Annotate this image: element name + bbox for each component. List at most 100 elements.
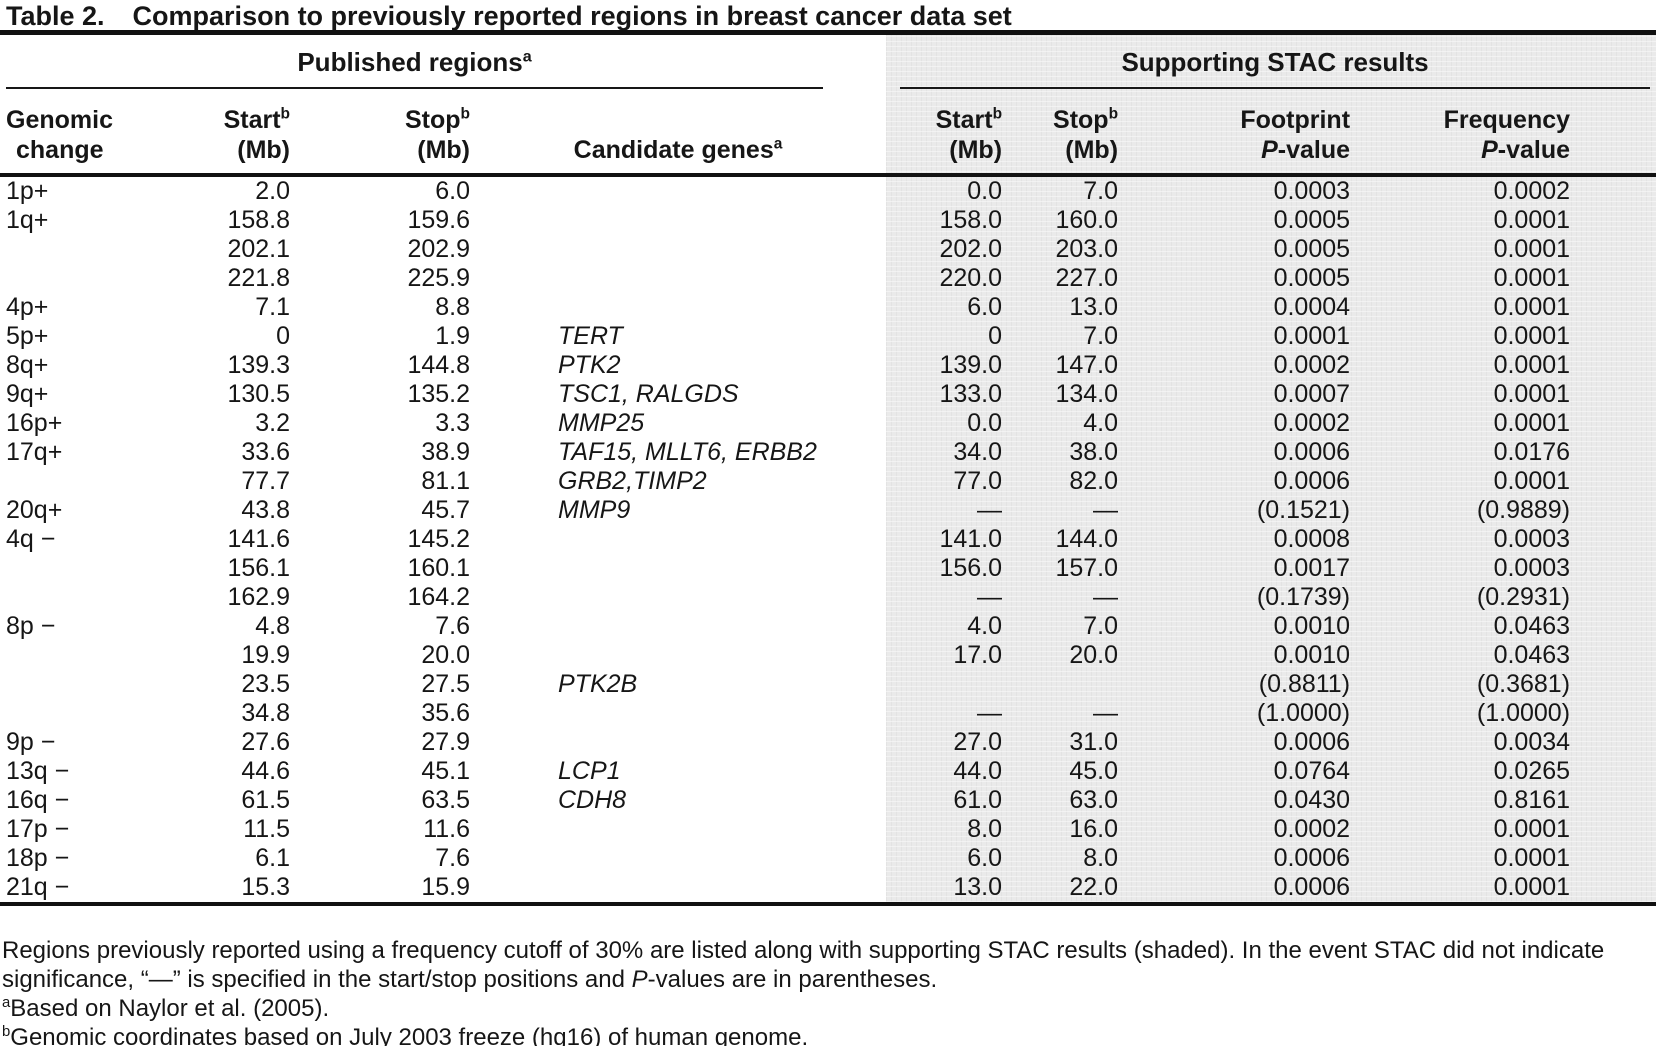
footprint-pvalue-cell: (0.1739): [1256, 583, 1351, 611]
published-start-cell: 202.1: [227, 235, 290, 263]
candidate-genes-cell: [470, 612, 886, 641]
genomic-change-cell: [0, 264, 150, 293]
table-number: Table 2.: [6, 1, 105, 31]
stac-shaded-panel: [886, 35, 1656, 902]
published-start-cell: 34.8: [241, 699, 290, 727]
stac-stop-cell: 203.0: [1055, 235, 1119, 263]
column-header-published-stop: Stopb (Mb): [290, 89, 470, 177]
published-regions-label: Published regions: [297, 47, 523, 77]
frequency-pvalue-cell: 0.0003: [1493, 525, 1571, 553]
column-header-footprint-pvalue: Footprint P-value: [1118, 89, 1351, 177]
stac-start-cell: 61.0: [953, 786, 1003, 814]
published-stop-cell: 3.3: [435, 409, 470, 437]
table-row: 156.1 160.1 156.0 157.0 0.0017 0.0003: [0, 554, 1656, 583]
candidate-genes-cell: [470, 699, 886, 728]
table-row: 20q+ 43.8 45.7 MMP9 — — (0.1521) (0.9889…: [0, 496, 1656, 525]
candidate-genes-cell: [470, 815, 886, 844]
published-start-cell: 3.2: [255, 409, 290, 437]
genomic-change-cell: [0, 583, 150, 612]
published-stop-cell: 7.6: [435, 844, 470, 872]
stac-start-cell: 202.0: [939, 235, 1003, 263]
published-stop-cell: 225.9: [407, 264, 470, 292]
frequency-pvalue-cell: 0.0001: [1493, 409, 1571, 437]
stac-stop-cell: 63.0: [1069, 786, 1119, 814]
frequency-pvalue-cell: 0.0463: [1493, 641, 1571, 669]
stac-stop-cell: 13.0: [1069, 293, 1119, 321]
group-header-stac: Supporting STAC results: [886, 35, 1656, 89]
footprint-pvalue-cell: 0.0006: [1273, 728, 1351, 756]
genomic-change-cell: [0, 641, 150, 670]
published-stop-cell: 7.6: [435, 612, 470, 640]
published-stop-cell: 145.2: [407, 525, 470, 553]
candidate-genes-cell: [470, 525, 886, 554]
frequency-pvalue-cell: 0.0001: [1493, 873, 1571, 901]
published-stop-cell: 27.5: [421, 670, 470, 698]
stac-stop-cell: 134.0: [1055, 380, 1119, 408]
stac-stop-cell: [1002, 670, 1118, 699]
footprint-pvalue-cell: (0.8811): [1258, 670, 1351, 698]
candidate-genes-cell: CDH8: [558, 786, 627, 814]
column-header-genomic-change: Genomic change: [0, 89, 150, 177]
footprint-pvalue-cell: 0.0003: [1273, 177, 1351, 205]
published-start-cell: 19.9: [241, 641, 290, 669]
candidate-genes-cell: GRB2,TIMP2: [558, 467, 707, 495]
frequency-pvalue-cell: 0.0001: [1493, 844, 1571, 872]
genomic-change-cell: 4p+: [6, 293, 49, 321]
frequency-pvalue-cell: (0.3681): [1476, 670, 1571, 698]
stac-start-cell: 44.0: [953, 757, 1003, 785]
footprint-pvalue-cell: 0.0005: [1273, 206, 1351, 234]
published-stop-cell: 45.1: [421, 757, 470, 785]
genomic-change-cell: 4q −: [6, 525, 56, 553]
stac-stop-cell: 4.0: [1083, 409, 1119, 437]
column-header-stac-start: Startb (Mb): [886, 89, 1003, 177]
table-title: Table 2. Comparison to previously reporte…: [0, 0, 1656, 30]
stac-stop-cell: 38.0: [1069, 438, 1119, 466]
footprint-pvalue-cell: 0.0430: [1273, 786, 1351, 814]
frequency-pvalue-cell: 0.0001: [1493, 206, 1571, 234]
stac-stop-cell: 22.0: [1069, 873, 1119, 901]
stac-start-cell: 158.0: [939, 206, 1003, 234]
genomic-change-cell: 18p −: [6, 844, 70, 872]
genomic-change-cell: 13q −: [6, 757, 70, 785]
published-stop-cell: 202.9: [407, 235, 470, 263]
stac-start-cell: 6.0: [967, 844, 1003, 872]
footprint-pvalue-cell: 0.0001: [1273, 322, 1351, 350]
published-stop-cell: 8.8: [435, 293, 470, 321]
column-header-candidate-genes: Candidate genesa: [470, 89, 887, 177]
candidate-genes-cell: TERT: [558, 322, 623, 350]
frequency-pvalue-cell: 0.0463: [1493, 612, 1571, 640]
published-start-cell: 156.1: [227, 554, 290, 582]
stac-start-cell: 141.0: [939, 525, 1003, 553]
stac-stop-cell: 7.0: [1083, 322, 1119, 350]
footprint-pvalue-cell: 0.0017: [1273, 554, 1351, 582]
genomic-change-cell: [0, 467, 150, 496]
published-stop-cell: 45.7: [421, 496, 470, 524]
table-row: 221.8 225.9 220.0 227.0 0.0005 0.0001: [0, 264, 1656, 293]
genomic-change-cell: 1q+: [6, 206, 49, 234]
stac-stop-cell: 16.0: [1069, 815, 1119, 843]
stac-stop-cell: 7.0: [1083, 612, 1119, 640]
table-row: 9p − 27.6 27.9 27.0 31.0 0.0006 0.0034: [0, 728, 1656, 757]
table-caption: Comparison to previously reported region…: [132, 1, 1012, 31]
column-header-published-start: Startb (Mb): [150, 89, 290, 177]
footnote-b: bGenomic coordinates based on July 2003 …: [2, 1024, 809, 1046]
frequency-pvalue-cell: 0.0001: [1493, 380, 1571, 408]
candidate-genes-cell: [470, 728, 886, 757]
published-stop-cell: 20.0: [421, 641, 470, 669]
frequency-pvalue-cell: 0.0001: [1493, 467, 1571, 495]
genomic-change-cell: 17p −: [6, 815, 70, 843]
footprint-pvalue-cell: 0.0005: [1273, 264, 1351, 292]
table-row: 4p+ 7.1 8.8 6.0 13.0 0.0004 0.0001: [0, 293, 1656, 322]
frequency-pvalue-cell: 0.0001: [1493, 351, 1571, 379]
table-row: 19.9 20.0 17.0 20.0 0.0010 0.0463: [0, 641, 1656, 670]
stac-start-cell: 139.0: [939, 351, 1003, 379]
published-start-cell: 15.3: [241, 873, 290, 901]
stac-stop-cell: 82.0: [1069, 467, 1119, 495]
footnote-a: aBased on Naylor et al. (2005).: [2, 995, 330, 1022]
stac-start-cell: 34.0: [953, 438, 1003, 466]
published-stop-cell: 135.2: [407, 380, 470, 408]
published-stop-cell: 11.6: [423, 815, 470, 843]
group-header-published: Published regionsa: [0, 35, 886, 89]
table-row: 9q+ 130.5 135.2 TSC1, RALGDS 133.0 134.0…: [0, 380, 1656, 409]
